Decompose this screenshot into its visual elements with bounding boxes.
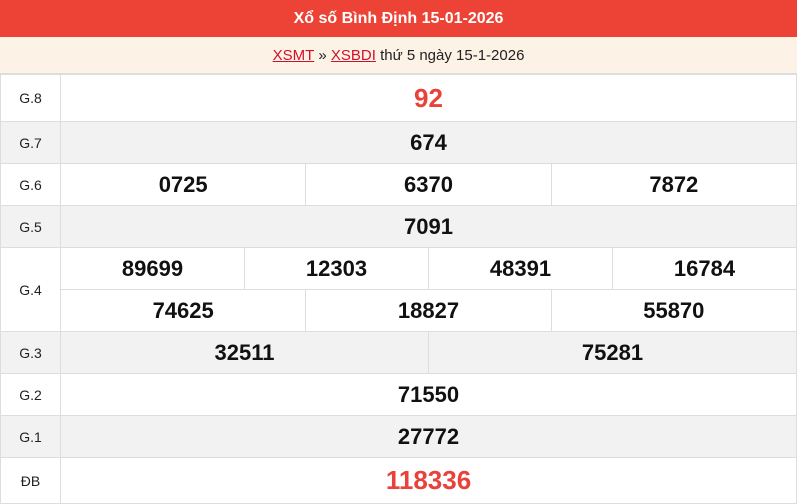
prize-label: ĐB bbox=[0, 457, 61, 504]
prize-row-special: ĐB 118336 bbox=[0, 457, 797, 504]
prize-number: 89699 bbox=[121, 255, 184, 281]
prize-label: G.8 bbox=[0, 74, 61, 122]
xsbdi-link[interactable]: XSBDI bbox=[330, 46, 376, 64]
prize-label: G.5 bbox=[0, 205, 61, 248]
special-prize-number: 118336 bbox=[60, 457, 797, 504]
prize-label: G.3 bbox=[0, 331, 61, 374]
prize-label: G.4 bbox=[0, 247, 61, 332]
prize-number: 92 bbox=[60, 74, 797, 122]
prize-number: 18827 bbox=[305, 290, 550, 331]
prize-label: G.2 bbox=[0, 373, 61, 416]
prize-number: 71550 bbox=[60, 373, 797, 416]
prize-label: G.6 bbox=[0, 163, 61, 206]
prize-number: 16784 bbox=[612, 248, 796, 289]
prize-row-g5: G.5 7091 bbox=[0, 205, 797, 248]
prize-label: G.7 bbox=[0, 121, 61, 164]
prize-number: 7091 bbox=[60, 205, 797, 248]
breadcrumb: XSMT » XSBDI thứ 5 ngày 15-1-2026 bbox=[0, 37, 797, 74]
prize-row-g2: G.2 71550 bbox=[0, 373, 797, 416]
results-table: G.8 92 G.7 674 G.6 0725 6370 7872 G.5 7091 G.4… bbox=[0, 74, 797, 504]
prize-number: 6370 bbox=[305, 164, 550, 205]
prize-number: 0725 bbox=[158, 171, 208, 197]
prize-row-g8: G.8 92 bbox=[0, 74, 797, 122]
prize-number: 12303 bbox=[244, 248, 428, 289]
prize-number: 32511 bbox=[214, 339, 275, 365]
prize-row-g1: G.1 27772 bbox=[0, 415, 797, 458]
prize-row-g3: G.3 32511 75281 bbox=[0, 331, 797, 374]
xsmt-link[interactable]: XSMT bbox=[272, 46, 315, 64]
prize-number: 74625 bbox=[152, 297, 214, 323]
prize-row-g6: G.6 0725 6370 7872 bbox=[0, 163, 797, 206]
page-title: Xổ số Bình Định 15-01-2026 bbox=[0, 0, 797, 37]
breadcrumb-date: thứ 5 ngày 15-1-2026 bbox=[380, 46, 525, 64]
breadcrumb-separator: » bbox=[318, 46, 327, 64]
prize-row-g4: G.4 89699 12303 48391 16784 bbox=[0, 247, 797, 332]
prize-number: 674 bbox=[60, 121, 797, 164]
prize-number: 55870 bbox=[550, 290, 796, 331]
prize-number: 7872 bbox=[550, 164, 796, 205]
prize-row-g7: G.7 674 bbox=[0, 121, 797, 164]
prize-number: 75281 bbox=[428, 332, 796, 373]
prize-number: 48391 bbox=[428, 248, 612, 289]
prize-row-g4b: 74625 18827 55870 bbox=[1, 289, 797, 332]
prize-label: G.1 bbox=[0, 415, 61, 458]
prize-number: 27772 bbox=[60, 415, 797, 458]
